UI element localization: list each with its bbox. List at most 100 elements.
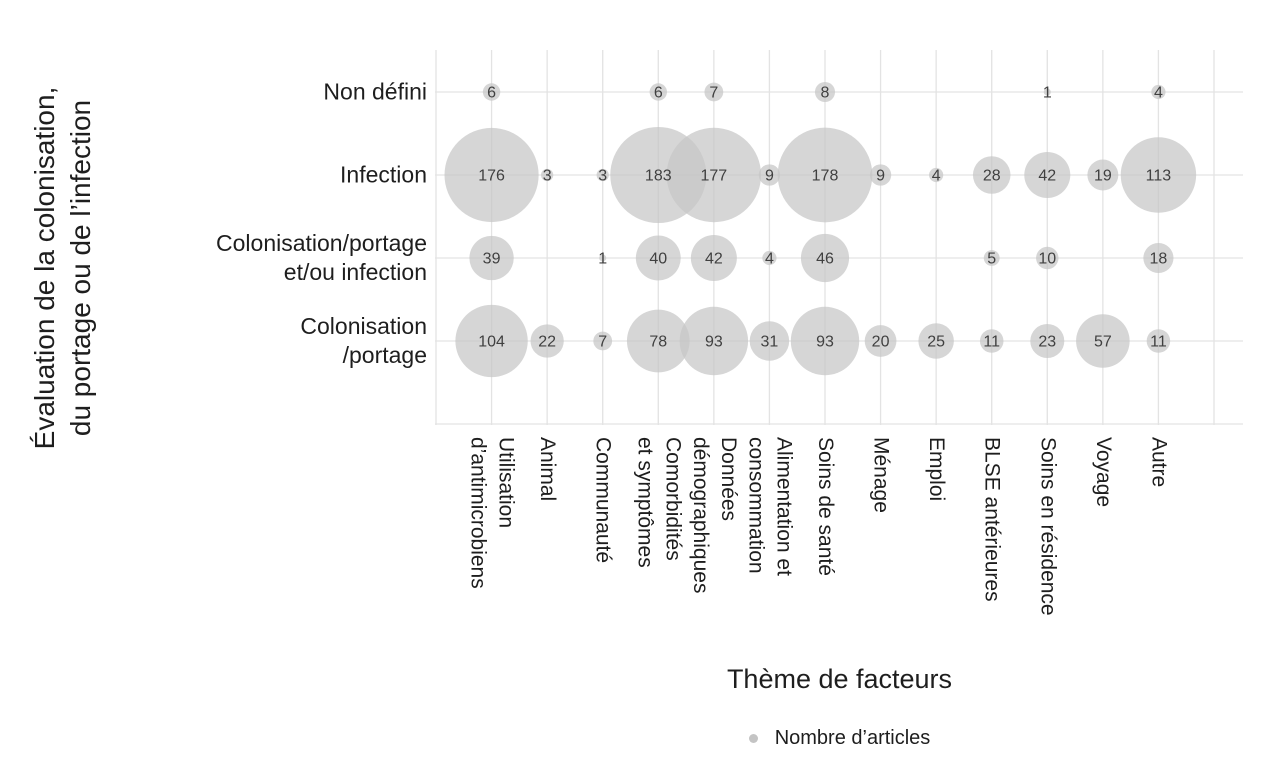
bubble	[666, 127, 762, 223]
legend-label: Nombre d’articles	[774, 726, 931, 749]
bubble-value: 57	[1094, 334, 1112, 351]
bubble-value: 40	[649, 251, 667, 268]
bubble-value: 19	[1094, 168, 1112, 185]
bubble	[972, 156, 1011, 194]
bubble-value: 1	[1043, 85, 1052, 102]
bubble-value: 113	[1146, 168, 1172, 185]
bubble	[749, 321, 790, 361]
bubble-value: 7	[598, 334, 607, 351]
bubble-value: 39	[483, 251, 501, 268]
bubble	[814, 81, 836, 103]
bubble	[929, 167, 944, 183]
y-axis-label: Infection	[340, 161, 427, 188]
bubble	[1036, 246, 1059, 270]
bubble	[593, 331, 613, 351]
bubble	[626, 309, 690, 373]
bubble	[540, 168, 554, 182]
bubble	[1043, 88, 1051, 96]
x-axis-label: Voyage	[1091, 437, 1115, 508]
bubble-value: 177	[701, 168, 728, 185]
x-axis-label: Soins en résidence	[1036, 437, 1060, 616]
bubble-value: 4	[765, 251, 774, 268]
bubble-value: 9	[765, 168, 774, 185]
x-axis-label: Autre	[1147, 437, 1171, 488]
bubble-value: 8	[821, 85, 830, 102]
x-axis-label: Utilisation d’antimicrobiens	[466, 437, 518, 589]
bubble-value: 178	[812, 168, 839, 185]
bubble	[777, 127, 873, 223]
bubble-value: 6	[487, 85, 496, 102]
bubble-value: 78	[649, 334, 667, 351]
x-axis-label: BLSE antérieures	[980, 437, 1004, 602]
bubble-value: 93	[816, 334, 834, 351]
bubble-value: 3	[598, 168, 607, 185]
bubble-value: 18	[1150, 251, 1168, 268]
bubble	[469, 235, 514, 281]
bubble	[690, 235, 737, 281]
bubble-value: 93	[705, 334, 723, 351]
x-axis-label: Alimentation et consommation	[744, 437, 796, 576]
bubble	[762, 250, 777, 266]
bubble	[482, 83, 501, 101]
bubble	[979, 329, 1004, 353]
x-axis-label: Données démographiques	[688, 437, 740, 594]
bubble	[869, 164, 892, 186]
y-axis-label: Colonisation /portage	[300, 313, 427, 368]
bubble-value: 23	[1038, 334, 1056, 351]
bubble-value: 5	[987, 251, 996, 268]
bubble	[1087, 159, 1119, 191]
x-axis-label: Soins de santé	[814, 437, 837, 576]
bubble	[1146, 329, 1171, 353]
bubble-value: 6	[654, 85, 663, 102]
bubble-value: 11	[983, 334, 1000, 351]
bubble	[800, 233, 850, 283]
bubble-value: 22	[538, 334, 556, 351]
y-axis-label: Colonisation/portage et/ou infection	[216, 230, 427, 285]
bubble	[1076, 314, 1130, 368]
bubble	[1030, 323, 1065, 359]
bubble-value: 183	[645, 168, 672, 185]
bubble	[596, 168, 609, 182]
bubble-value: 4	[932, 168, 941, 185]
x-axis-title: Thème de facteurs	[726, 664, 953, 694]
bubble-value: 28	[983, 168, 1001, 185]
bubble	[704, 82, 724, 102]
bubble	[918, 323, 954, 359]
bubble-value: 42	[705, 251, 723, 268]
bubble-value: 11	[1150, 334, 1167, 351]
bubble	[864, 325, 897, 357]
y-axis-label: Non défini	[323, 78, 427, 105]
bubble-value: 7	[709, 85, 718, 102]
bubble	[1120, 137, 1197, 213]
legend-dot-icon	[748, 733, 758, 743]
bubble-value: 1	[598, 251, 607, 268]
bubble	[649, 83, 667, 101]
x-axis-label: Comorbidités et symptômes	[633, 437, 685, 568]
bubble-value: 42	[1038, 168, 1056, 185]
bubble-value: 176	[478, 168, 505, 185]
bubble	[1151, 84, 1166, 100]
bubble	[758, 164, 781, 186]
x-axis-label: Communauté	[591, 437, 615, 564]
bubble-value: 46	[816, 251, 834, 268]
bubble	[444, 127, 539, 223]
x-axis-label: Ménage	[869, 437, 893, 513]
bubble-value: 104	[478, 334, 505, 351]
bubble	[679, 306, 749, 376]
bubble-value: 25	[927, 334, 945, 351]
bubble	[790, 306, 860, 376]
bubble-value: 9	[876, 168, 885, 185]
legend: Nombre d’articles	[436, 722, 1243, 754]
bubble-value: 3	[543, 168, 552, 185]
bubble-value: 20	[872, 334, 890, 351]
bubble-value: 31	[761, 334, 779, 351]
x-axis-label: Animal	[536, 437, 560, 502]
bubble	[635, 235, 681, 281]
bubble-value: 10	[1038, 251, 1056, 268]
bubble-value: 4	[1154, 85, 1163, 102]
bubble	[455, 304, 528, 378]
bubble	[983, 250, 1000, 266]
x-axis-label: Emploi	[925, 437, 949, 502]
